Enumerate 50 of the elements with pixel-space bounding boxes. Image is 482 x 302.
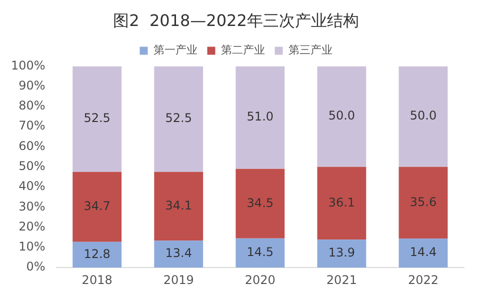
x-tick-label: 2022 [408,272,439,287]
y-tick-label: 80% [18,98,46,113]
y-tick-label: 10% [18,240,46,254]
bar [72,66,122,172]
y-tick-label: 40% [18,179,46,194]
x-tick-label: 2020 [244,272,276,287]
data-label: 35.6 [410,194,437,209]
data-label: 34.5 [246,196,274,210]
data-label: 34.7 [84,199,110,214]
data-label: 36.1 [328,195,356,210]
legend-label: 第一产业 [153,44,198,57]
bar [154,240,204,268]
bar [72,172,122,242]
bar [398,66,448,167]
y-tick-label: 90% [18,78,46,92]
y-tick-label: 70% [18,118,46,133]
bar [236,66,285,169]
data-label: 13.4 [165,246,192,260]
bar [236,238,285,268]
y-tick-label: 0% [26,260,46,274]
data-label: 50.0 [410,108,437,123]
bar [236,168,285,238]
bar [72,242,122,268]
data-label: 14.5 [246,245,274,260]
y-tick-label: 30% [18,199,46,214]
data-label: 52.5 [165,111,192,126]
legend-label: 第三产业 [288,44,332,57]
data-label: 34.1 [165,198,192,212]
legend-label: 第二产业 [220,44,265,57]
y-tick-label: 20% [18,219,46,234]
y-tick-label: 50% [18,159,46,174]
data-label: 52.5 [84,111,110,126]
y-tick-label: 60% [18,138,46,153]
bar [398,166,448,239]
data-label: 13.9 [328,246,356,260]
bar [317,66,366,167]
y-tick-label: 100% [10,58,46,72]
bar [317,166,366,240]
x-tick-label: 2021 [326,272,357,287]
x-tick-label: 2019 [163,272,194,287]
data-label: 50.0 [328,108,356,123]
data-label: 14.4 [410,245,437,260]
data-label: 51.0 [246,110,274,124]
bar [154,66,204,172]
chart-title: 图2 2018—2022年三次产业结构 [113,10,359,30]
bar [154,172,204,241]
data-label: 12.8 [84,246,110,261]
x-tick-label: 2018 [82,272,112,287]
bar [317,240,366,268]
bar [398,238,448,268]
